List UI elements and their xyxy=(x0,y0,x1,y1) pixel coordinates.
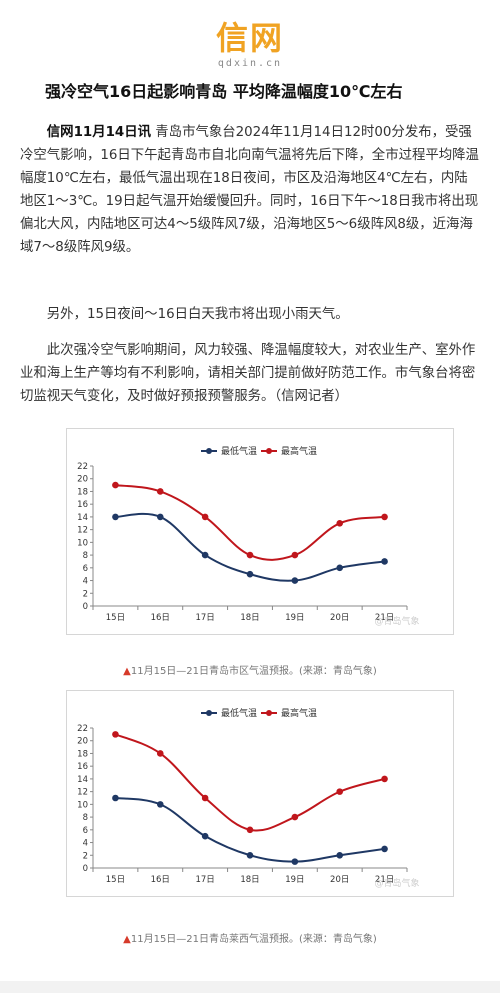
x-tick-label: 17日 xyxy=(195,875,214,885)
y-tick-label: 18 xyxy=(77,487,88,497)
y-tick-label: 2 xyxy=(83,589,88,599)
x-tick-label: 21日 xyxy=(375,875,394,885)
x-tick-label: 16日 xyxy=(151,875,170,885)
data-point xyxy=(112,794,119,802)
y-tick-label: 8 xyxy=(83,813,88,823)
series-line xyxy=(115,484,385,561)
data-point xyxy=(381,558,388,565)
legend-swatch-marker xyxy=(266,448,272,454)
caption-text: 11月15日—21日青岛莱西气温预报。(来源：青岛气象) xyxy=(130,934,377,945)
chart-svg: 最低气温 最高气温 0 2 4 6 8 10 12 14 16 18 20 22 15日 16日 17日 18日 1… xyxy=(77,707,419,889)
x-tick-label: 20日 xyxy=(330,875,349,885)
y-tick-label: 20 xyxy=(77,475,88,485)
x-tick-label: 18日 xyxy=(240,613,259,623)
y-tick-label: 2 xyxy=(83,851,88,861)
y-tick-label: 18 xyxy=(77,749,88,759)
temperature-chart-city: 最低气温 最高气温 0 2 4 6 8 10 12 14 16 18 20 22 15日 16日 17日 18日 1… xyxy=(66,428,454,635)
y-tick-label: 8 xyxy=(83,551,88,561)
legend-label: 最低气温 xyxy=(221,445,257,457)
data-point xyxy=(381,775,388,783)
y-tick-label: 4 xyxy=(83,839,88,849)
y-tick-label: 12 xyxy=(77,788,88,798)
caption-chart-laixi: ▲11月15日—21日青岛莱西气温预报。(来源：青岛气象) xyxy=(0,930,500,945)
temperature-chart-laixi: 最低气温 最高气温 0 2 4 6 8 10 12 14 16 18 20 22 15日 16日 17日 18日 1… xyxy=(66,690,454,897)
x-tick-label: 15日 xyxy=(106,613,125,623)
data-point xyxy=(246,570,254,578)
x-tick-label: 19日 xyxy=(285,613,304,623)
y-tick-label: 12 xyxy=(77,526,88,536)
watermark-text: @青岛气象 xyxy=(374,615,419,627)
article-paragraph-3: 此次强冷空气影响期间，风力较强、降温幅度较大，对农业生产、室外作业和海上生产等均… xyxy=(20,343,476,404)
y-tick-label: 14 xyxy=(77,513,88,523)
data-point xyxy=(201,832,209,840)
legend-swatch-marker xyxy=(206,710,212,716)
data-point xyxy=(291,551,299,559)
data-point xyxy=(381,845,388,853)
data-point xyxy=(156,488,164,495)
article-paragraph-2: 另外，15日夜间～16日白天我市将出现小雨天气。 xyxy=(46,307,349,322)
y-tick-label: 14 xyxy=(77,775,88,785)
x-tick-label: 19日 xyxy=(285,875,304,885)
article-paragraph-1: 信网11月14日讯 青岛市气象台2024年11月14日12时00分发布，受强冷空… xyxy=(20,121,480,259)
data-point xyxy=(336,519,344,527)
site-logo: 信网 qdxin.cn xyxy=(0,20,500,69)
data-point xyxy=(112,481,119,489)
data-point xyxy=(336,788,344,795)
y-tick-label: 4 xyxy=(83,577,88,587)
y-tick-label: 6 xyxy=(83,826,88,836)
y-tick-label: 20 xyxy=(77,737,88,747)
legend-label: 最低气温 xyxy=(221,707,257,719)
x-tick-label: 15日 xyxy=(106,875,125,885)
caption-text: 11月15日—21日青岛市区气温预报。(来源：青岛气象) xyxy=(130,666,377,677)
dateline: 信网11月14日讯 xyxy=(46,125,152,140)
y-tick-label: 22 xyxy=(77,724,88,734)
watermark-text: @青岛气象 xyxy=(374,877,419,889)
legend-label: 最高气温 xyxy=(281,445,317,457)
x-tick-label: 16日 xyxy=(151,613,170,623)
data-point xyxy=(291,577,299,584)
caption-marker: ▲ xyxy=(123,934,131,945)
legend-label: 最高气温 xyxy=(281,707,317,719)
caption-marker: ▲ xyxy=(123,666,131,677)
data-point xyxy=(291,813,299,821)
logo-text: 信网 xyxy=(215,19,284,57)
data-point xyxy=(381,513,388,521)
chart-svg: 最低气温 最高气温 0 2 4 6 8 10 12 14 16 18 20 22 15日 16日 17日 18日 1… xyxy=(77,445,419,627)
data-point xyxy=(291,858,299,865)
x-tick-label: 17日 xyxy=(195,613,214,623)
data-point xyxy=(112,731,119,738)
data-point xyxy=(156,750,164,757)
data-point xyxy=(246,826,254,834)
y-tick-label: 16 xyxy=(77,500,88,510)
paragraph-1-body: 青岛市气象台2024年11月14日12时00分发布，受强冷空气影响，16日下午起… xyxy=(20,125,479,255)
logo-domain: qdxin.cn xyxy=(217,58,283,69)
data-point xyxy=(336,851,344,859)
x-tick-label: 18日 xyxy=(240,875,259,885)
y-tick-label: 10 xyxy=(77,800,88,810)
y-tick-label: 22 xyxy=(77,462,88,472)
data-point xyxy=(336,564,344,572)
legend-swatch-marker xyxy=(206,448,212,454)
data-point xyxy=(156,801,164,808)
caption-chart-city: ▲11月15日—21日青岛市区气温预报。(来源：青岛气象) xyxy=(0,662,500,677)
data-point xyxy=(201,794,209,802)
data-point xyxy=(246,551,254,559)
y-tick-label: 16 xyxy=(77,762,88,772)
legend-swatch-marker xyxy=(266,710,272,716)
series-line xyxy=(115,512,385,582)
data-point xyxy=(201,513,209,521)
data-point xyxy=(112,513,119,521)
data-point xyxy=(156,513,164,521)
x-tick-label: 20日 xyxy=(330,613,349,623)
x-tick-label: 21日 xyxy=(375,613,394,623)
series-line xyxy=(115,733,385,832)
article-title: 强冷空气16日起影响青岛 平均降温幅度10℃左右 xyxy=(45,82,403,101)
data-point xyxy=(246,851,254,859)
y-tick-label: 0 xyxy=(83,602,88,612)
footer-bar xyxy=(0,981,500,993)
y-tick-label: 6 xyxy=(83,564,88,574)
y-tick-label: 0 xyxy=(83,864,88,874)
y-tick-label: 10 xyxy=(77,538,88,548)
data-point xyxy=(201,551,209,559)
